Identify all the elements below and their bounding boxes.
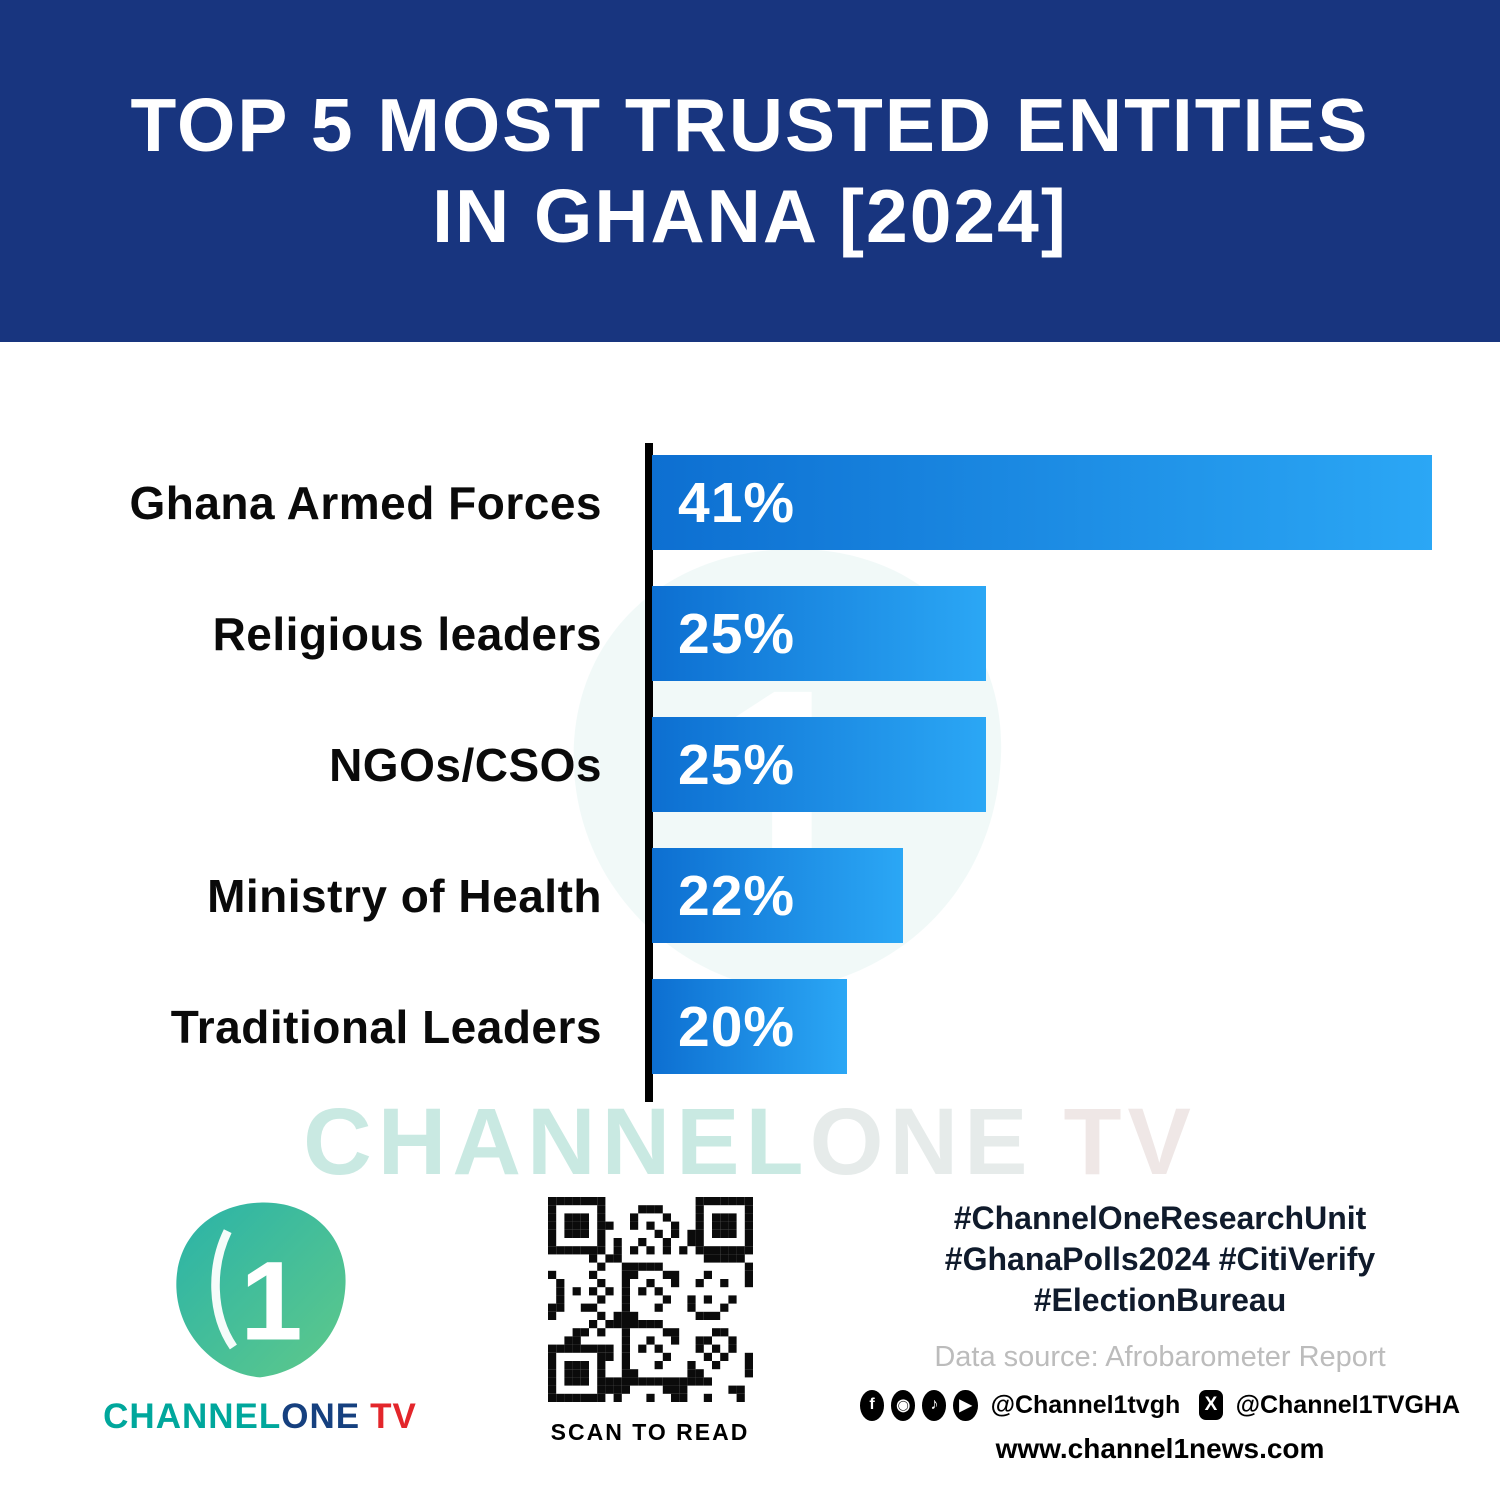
social-handle-2: @Channel1TVGHA bbox=[1235, 1390, 1461, 1419]
wordmark-one: ONE bbox=[281, 1397, 361, 1436]
category-label: Traditional Leaders bbox=[170, 1000, 602, 1053]
youtube-icon: ▶ bbox=[953, 1389, 978, 1421]
hashtag-line-1: #ChannelOneResearchUnit bbox=[953, 1200, 1367, 1236]
facebook-icon: f bbox=[860, 1389, 885, 1421]
page-title-line-1: TOP 5 MOST TRUSTED ENTITIES bbox=[130, 83, 1370, 168]
channel-one-wordmark: CHANNELONE TV bbox=[95, 1397, 425, 1437]
bar-chart: Ghana Armed Forces 41% Religious leaders 25… bbox=[0, 443, 1460, 1102]
header-banner: TOP 5 MOST TRUSTED ENTITIES IN GHANA [20… bbox=[0, 0, 1500, 342]
channel-one-logo: 1 CHANNELONE TV bbox=[95, 1192, 425, 1437]
bar: 22% bbox=[652, 848, 903, 943]
qr-code bbox=[542, 1192, 758, 1407]
bar-track: 41% bbox=[652, 455, 1460, 550]
meta-block: #ChannelOneResearchUnit #GhanaPolls2024 … bbox=[860, 1198, 1460, 1465]
bar-track: 20% bbox=[652, 979, 1460, 1074]
qr-caption: SCAN TO READ bbox=[550, 1419, 750, 1445]
x-icon: X bbox=[1199, 1390, 1223, 1421]
bar-track: 25% bbox=[652, 586, 1460, 681]
bar-track: 22% bbox=[652, 848, 1460, 943]
footer: 1 CHANNELONE TV SCAN TO READ #ChannelOneR… bbox=[0, 1180, 1500, 1500]
category-label: Ministry of Health bbox=[207, 869, 602, 922]
category-label: Religious leaders bbox=[212, 607, 602, 660]
bar: 41% bbox=[652, 455, 1433, 550]
hashtag-line-2: #GhanaPolls2024 #CitiVerify bbox=[944, 1240, 1376, 1277]
bar-row: Traditional Leaders 20% bbox=[0, 979, 1460, 1074]
category-label: Ghana Armed Forces bbox=[129, 476, 602, 529]
qr-block: SCAN TO READ bbox=[540, 1192, 760, 1446]
category-label: NGOs/CSOs bbox=[329, 738, 602, 791]
instagram-icon: ◉ bbox=[891, 1389, 916, 1421]
page-title-line-2: IN GHANA [2024] bbox=[432, 174, 1068, 258]
data-source: Data source: Afrobarometer Report bbox=[934, 1340, 1386, 1373]
wordmark-tv: TV bbox=[370, 1397, 417, 1436]
hashtag-line-3: #ElectionBureau bbox=[1033, 1281, 1287, 1318]
website-url: www.channel1news.com bbox=[995, 1432, 1325, 1464]
bar-value-label: 41% bbox=[678, 470, 796, 535]
tiktok-icon: ♪ bbox=[922, 1389, 947, 1421]
social-row: f ◉ ♪ ▶ @Channel1tvgh X @Channel1TVGHA bbox=[860, 1389, 1461, 1421]
channel-one-logo-icon: 1 bbox=[176, 1202, 346, 1378]
bar: 25% bbox=[652, 717, 987, 812]
bar-row: Ministry of Health 22% bbox=[0, 848, 1460, 943]
logo-numeral: 1 bbox=[240, 1238, 302, 1363]
bar-value-label: 25% bbox=[678, 732, 796, 797]
social-handle-1: @Channel1tvgh bbox=[990, 1390, 1181, 1419]
bar-value-label: 20% bbox=[678, 994, 796, 1059]
bar-track: 25% bbox=[652, 717, 1460, 812]
bar-value-label: 22% bbox=[678, 863, 796, 928]
wordmark-channel: CHANNEL bbox=[103, 1397, 282, 1436]
bar-value-label: 25% bbox=[678, 601, 796, 666]
bar-row: NGOs/CSOs 25% bbox=[0, 717, 1460, 812]
bar-row: Religious leaders 25% bbox=[0, 586, 1460, 681]
bar-row: Ghana Armed Forces 41% bbox=[0, 455, 1460, 550]
bar-rows: Ghana Armed Forces 41% Religious leaders 25… bbox=[0, 455, 1460, 1074]
bar: 25% bbox=[652, 586, 987, 681]
y-axis-line bbox=[645, 443, 653, 1102]
bar: 20% bbox=[652, 979, 848, 1074]
